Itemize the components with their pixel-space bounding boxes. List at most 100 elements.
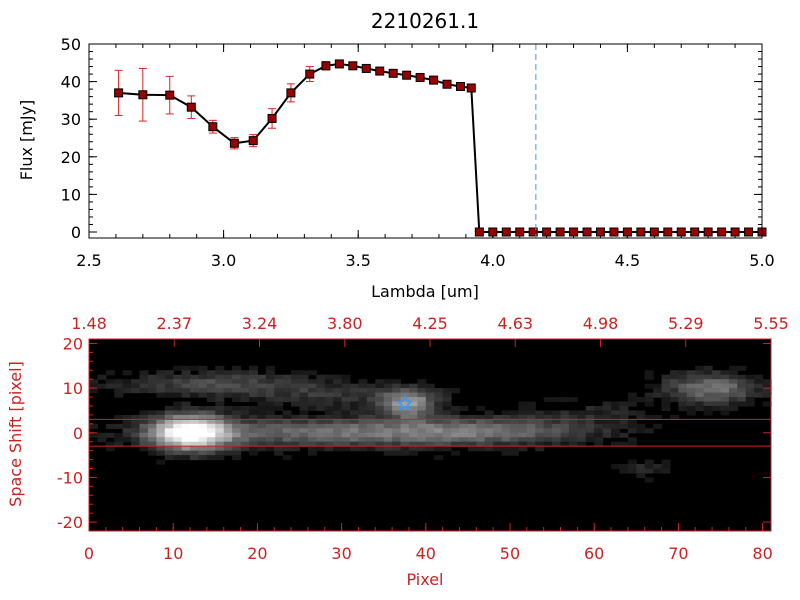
image-pixel bbox=[274, 419, 284, 425]
image-pixel bbox=[173, 414, 183, 420]
y-tick-label: 40 bbox=[61, 73, 81, 92]
image-pixel bbox=[434, 441, 444, 447]
image-pixel bbox=[248, 374, 258, 380]
image-pixel bbox=[282, 455, 292, 461]
image-pixel bbox=[526, 405, 536, 412]
image-pixel bbox=[686, 383, 696, 389]
image-pixel bbox=[669, 414, 679, 420]
image-pixel bbox=[156, 428, 166, 434]
image-pixel bbox=[265, 414, 275, 420]
image-pixel bbox=[198, 450, 208, 456]
image-pixel bbox=[232, 428, 242, 434]
image-pixel bbox=[518, 423, 528, 429]
y-tick-label: 20 bbox=[61, 148, 81, 167]
image-pixel bbox=[552, 423, 562, 429]
image-pixel bbox=[181, 414, 191, 420]
image-pixel bbox=[568, 397, 578, 403]
data-point bbox=[415, 72, 425, 82]
image-pixel bbox=[518, 414, 528, 420]
image-pixel bbox=[198, 428, 208, 434]
image-pixel bbox=[240, 432, 250, 438]
image-pixel bbox=[147, 432, 157, 438]
image-pixel bbox=[568, 437, 578, 443]
image-pixel bbox=[392, 383, 402, 389]
image-pixel bbox=[627, 464, 637, 470]
image-pixel bbox=[350, 446, 360, 452]
image-pixel bbox=[619, 405, 629, 412]
image-pixel bbox=[350, 419, 360, 425]
image-pixel bbox=[265, 423, 275, 429]
image-pixel bbox=[215, 414, 225, 420]
image-pixel bbox=[291, 419, 301, 425]
image-pixel bbox=[712, 383, 722, 389]
image-pixel bbox=[417, 432, 427, 438]
image-pixel bbox=[324, 397, 334, 403]
image-pixel bbox=[206, 392, 216, 398]
image-pixel bbox=[173, 441, 183, 447]
image-pixel bbox=[661, 464, 671, 470]
image-pixel bbox=[518, 437, 528, 443]
data-point bbox=[229, 138, 239, 148]
image-pixel bbox=[206, 446, 216, 452]
image-pixel bbox=[375, 379, 385, 385]
image-pixel bbox=[173, 410, 183, 416]
image-pixel bbox=[509, 450, 520, 456]
image-pixel bbox=[484, 428, 494, 434]
bottom-x-tick-label: 50 bbox=[500, 544, 520, 563]
image-pixel bbox=[720, 405, 730, 412]
image-pixel bbox=[316, 401, 326, 407]
image-pixel bbox=[526, 437, 536, 443]
data-point bbox=[622, 227, 632, 237]
image-pixel bbox=[299, 392, 309, 398]
image-pixel bbox=[678, 392, 688, 398]
image-pixel bbox=[206, 405, 216, 412]
image-pixel bbox=[703, 383, 713, 389]
image-pixel bbox=[291, 441, 301, 447]
image-pixel bbox=[703, 410, 713, 416]
image-pixel bbox=[358, 379, 368, 385]
image-pixel bbox=[181, 432, 191, 438]
image-pixel bbox=[501, 423, 511, 429]
image-pixel bbox=[459, 428, 469, 434]
image-pixel bbox=[644, 477, 654, 483]
image-pixel bbox=[198, 365, 208, 371]
image-pixel bbox=[644, 374, 654, 380]
image-pixel bbox=[703, 401, 713, 407]
image-pixel bbox=[425, 423, 435, 429]
image-pixel bbox=[728, 405, 738, 412]
image-pixel bbox=[602, 410, 612, 416]
image-pixel bbox=[762, 401, 772, 407]
image-pixel bbox=[417, 401, 427, 407]
data-point bbox=[488, 227, 498, 237]
image-pixel bbox=[333, 437, 343, 443]
image-pixel bbox=[417, 419, 427, 425]
image-pixel bbox=[602, 405, 612, 412]
image-pixel bbox=[560, 441, 570, 447]
image-pixel bbox=[89, 423, 99, 429]
image-pixel bbox=[417, 388, 427, 394]
image-pixel bbox=[442, 392, 452, 398]
image-pixel bbox=[425, 410, 435, 416]
image-pixel bbox=[156, 410, 166, 416]
image-pixel bbox=[350, 383, 360, 389]
image-pixel bbox=[417, 397, 427, 403]
top-axis-tick-label: 4.63 bbox=[497, 314, 533, 333]
image-pixel bbox=[392, 432, 402, 438]
image-pixel bbox=[366, 383, 376, 389]
image-pixel bbox=[232, 437, 242, 443]
image-pixel bbox=[240, 441, 250, 447]
image-pixel bbox=[425, 383, 435, 389]
image-pixel bbox=[526, 432, 536, 438]
image-pixel bbox=[451, 410, 461, 416]
image-pixel bbox=[291, 388, 301, 394]
image-pixel bbox=[307, 405, 317, 412]
image-pixel bbox=[181, 419, 191, 425]
image-pixel bbox=[274, 428, 284, 434]
image-pixel bbox=[434, 405, 444, 412]
data-point bbox=[361, 63, 371, 73]
image-pixel bbox=[350, 392, 360, 398]
image-pixel bbox=[712, 370, 722, 376]
image-pixel bbox=[695, 392, 705, 398]
image-pixel bbox=[543, 410, 553, 416]
image-pixel bbox=[712, 379, 722, 385]
